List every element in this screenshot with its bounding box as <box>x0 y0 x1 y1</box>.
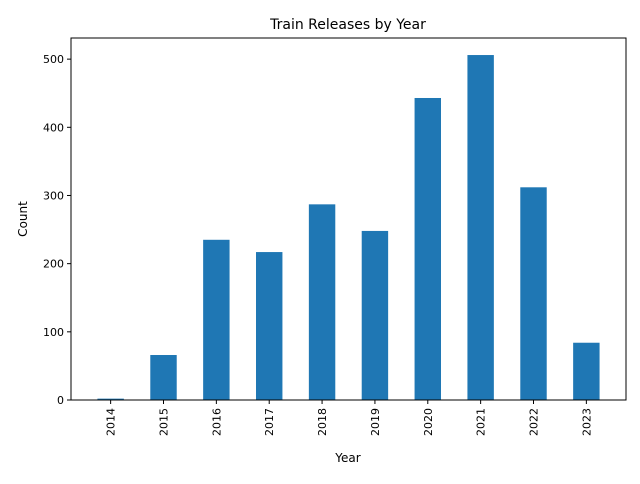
x-tick-label-2022: 2022 <box>528 408 541 436</box>
x-tick-label-2017: 2017 <box>263 408 276 436</box>
plot-frame <box>70 37 627 401</box>
x-tick-label-2018: 2018 <box>316 408 329 436</box>
bars-group <box>97 55 600 401</box>
bar-2018 <box>308 204 336 400</box>
bar-2016 <box>203 239 230 400</box>
y-tick-label-300: 300 <box>43 189 64 202</box>
bar-2023 <box>573 342 600 400</box>
x-tick-label-2019: 2019 <box>369 408 382 436</box>
bar-2015 <box>150 355 177 400</box>
bar-2014 <box>97 398 124 400</box>
x-tick-label-2015: 2015 <box>158 408 171 436</box>
x-axis: 2014 2015 2016 2017 2018 2019 2020 2021 2022 2023 <box>105 400 593 436</box>
bar-2022 <box>520 187 547 400</box>
bar-2021 <box>467 55 494 400</box>
x-axis-label: Year <box>334 451 360 465</box>
y-tick-label-100: 100 <box>43 326 64 339</box>
x-tick-label-2014: 2014 <box>105 408 118 436</box>
y-axis-label: Count <box>16 201 30 237</box>
bar-2019 <box>361 230 389 400</box>
y-tick-label-500: 500 <box>43 53 64 66</box>
x-tick-label-2021: 2021 <box>475 408 488 436</box>
y-axis: 0 100 200 300 400 500 <box>43 53 71 407</box>
bar-2017 <box>256 252 283 400</box>
bar-2020 <box>414 97 441 401</box>
x-tick-label-2016: 2016 <box>210 408 223 436</box>
x-tick-label-2023: 2023 <box>580 408 593 436</box>
y-tick-label-400: 400 <box>43 121 64 134</box>
y-tick-label-0: 0 <box>57 394 64 407</box>
y-tick-label-200: 200 <box>43 258 64 271</box>
x-tick-label-2020: 2020 <box>422 408 435 436</box>
chart-title: Train Releases by Year <box>269 17 426 33</box>
